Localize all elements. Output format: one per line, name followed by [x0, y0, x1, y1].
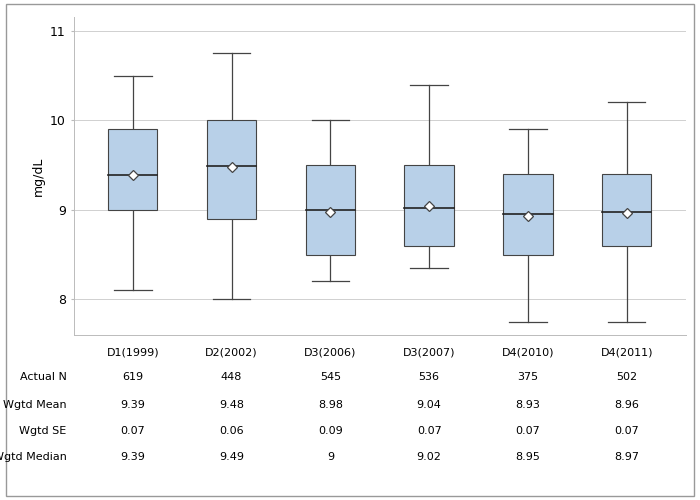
Text: 9.49: 9.49 [219, 452, 244, 462]
Text: Actual N: Actual N [20, 372, 66, 382]
Text: 619: 619 [122, 372, 144, 382]
Text: 502: 502 [616, 372, 637, 382]
Text: D2(2002): D2(2002) [205, 348, 258, 358]
Text: 9.48: 9.48 [219, 400, 244, 410]
Text: 375: 375 [517, 372, 538, 382]
Text: D1(1999): D1(1999) [106, 348, 159, 358]
Text: 448: 448 [221, 372, 242, 382]
Bar [503, 174, 552, 254]
Text: D3(2007): D3(2007) [403, 348, 456, 358]
Text: 0.07: 0.07 [120, 426, 145, 436]
Text: D4(2011): D4(2011) [601, 348, 653, 358]
Text: D3(2006): D3(2006) [304, 348, 356, 358]
Text: 9.39: 9.39 [120, 400, 145, 410]
Text: 0.06: 0.06 [219, 426, 244, 436]
Text: 9.39: 9.39 [120, 452, 145, 462]
Text: Wgtd SE: Wgtd SE [20, 426, 66, 436]
Text: 8.97: 8.97 [614, 452, 639, 462]
Bar [207, 120, 256, 218]
Text: Wgtd Median: Wgtd Median [0, 452, 66, 462]
Text: D4(2010): D4(2010) [502, 348, 554, 358]
Text: 8.98: 8.98 [318, 400, 343, 410]
Text: 8.93: 8.93 [515, 400, 540, 410]
Text: 9.04: 9.04 [416, 400, 442, 410]
Text: 0.07: 0.07 [615, 426, 639, 436]
Text: 0.09: 0.09 [318, 426, 343, 436]
Text: 9.02: 9.02 [416, 452, 442, 462]
Y-axis label: mg/dL: mg/dL [32, 156, 44, 196]
Text: 545: 545 [320, 372, 341, 382]
Text: 8.96: 8.96 [615, 400, 639, 410]
Text: Wgtd Mean: Wgtd Mean [3, 400, 66, 410]
Bar [306, 165, 355, 254]
Text: 0.07: 0.07 [516, 426, 540, 436]
Text: 536: 536 [419, 372, 440, 382]
Text: 9: 9 [327, 452, 334, 462]
Text: 8.95: 8.95 [515, 452, 540, 462]
Bar [405, 165, 454, 246]
Bar [602, 174, 652, 246]
Text: 0.07: 0.07 [416, 426, 442, 436]
Bar [108, 130, 158, 210]
